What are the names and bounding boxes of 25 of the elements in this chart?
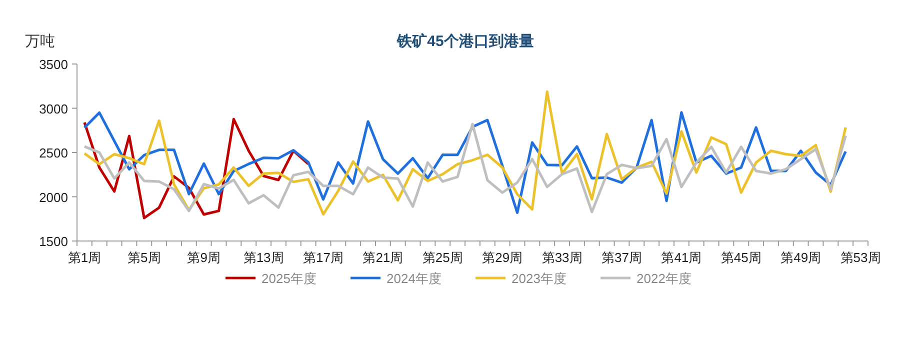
y-tick-label: 2500	[39, 146, 68, 160]
y-tick-label: 3000	[39, 101, 68, 116]
x-tick-label: 第5周	[128, 250, 161, 265]
legend-label: 2022年度	[636, 271, 692, 286]
x-tick-label: 第13周	[243, 250, 284, 265]
x-tick-label: 第49周	[780, 250, 822, 265]
y-tick-label: 1500	[39, 234, 68, 249]
y-tick-label: 3500	[39, 57, 68, 72]
x-tick-label: 第37周	[602, 250, 642, 265]
x-tick-label: 第9周	[187, 250, 220, 265]
chart-title: 铁矿45个港口到港量	[396, 32, 534, 50]
x-tick-label: 第17周	[303, 250, 344, 265]
x-tick-label: 第29周	[482, 250, 523, 265]
x-tick-label: 第33周	[542, 250, 582, 265]
x-tick-label: 第25周	[422, 250, 463, 265]
x-tick-label: 第1周	[68, 250, 102, 265]
x-tick-label: 第21周	[362, 250, 404, 265]
y-axis-title: 万吨	[25, 33, 55, 50]
legend-label: 2024年度	[386, 271, 442, 286]
x-tick-label: 第45周	[720, 250, 762, 265]
legend-label: 2025年度	[262, 271, 316, 286]
y-tick-label: 2000	[39, 190, 68, 205]
legend-label: 2023年度	[512, 271, 566, 286]
x-tick-label: 第41周	[661, 250, 702, 265]
x-tick-label: 第53周	[840, 250, 881, 265]
